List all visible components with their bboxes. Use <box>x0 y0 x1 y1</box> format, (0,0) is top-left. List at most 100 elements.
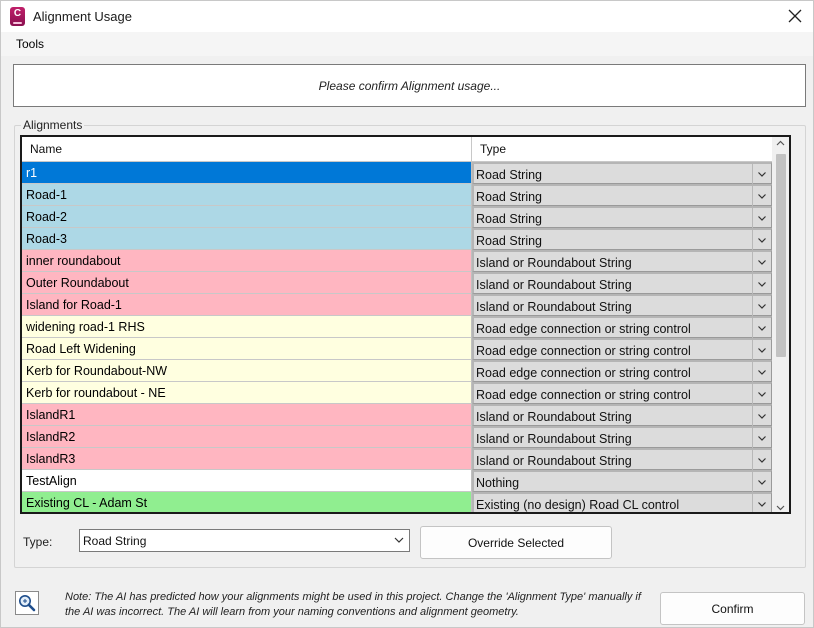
column-header-name[interactable]: Name <box>22 137 472 162</box>
table-row[interactable]: Road-3 Road String <box>22 228 773 250</box>
chevron-down-icon <box>752 274 771 294</box>
alignment-type-value: Island or Roundabout String <box>476 278 632 292</box>
alignment-type-dropdown[interactable]: Island or Roundabout String <box>472 426 772 448</box>
table-row[interactable]: TestAlign Nothing <box>22 470 773 492</box>
alignment-type-value: Existing (no design) Road CL control <box>476 498 680 512</box>
window-title: Alignment Usage <box>33 9 132 24</box>
alignment-type-dropdown[interactable]: Road edge connection or string control <box>472 382 772 404</box>
alignment-type-dropdown[interactable]: Road edge connection or string control <box>472 338 772 360</box>
alignment-type-value: Road edge connection or string control <box>476 388 691 402</box>
alignment-type-value: Road edge connection or string control <box>476 322 691 336</box>
scrollbar-thumb[interactable] <box>776 154 786 357</box>
alignment-type-dropdown[interactable]: Existing (no design) Road CL control <box>472 492 772 512</box>
alignment-name-cell[interactable]: Existing CL - Adam St <box>22 492 472 512</box>
alignment-name-cell[interactable]: IslandR1 <box>22 404 472 426</box>
alignment-type-value: Road String <box>476 190 543 204</box>
grid-header: Name Type <box>22 137 773 162</box>
alignment-type-dropdown[interactable]: Road edge connection or string control <box>472 316 772 338</box>
alignment-type-dropdown[interactable]: Island or Roundabout String <box>472 448 772 470</box>
alignment-type-dropdown[interactable]: Island or Roundabout String <box>472 294 772 316</box>
table-row[interactable]: Road-2 Road String <box>22 206 773 228</box>
grid-vertical-scrollbar[interactable] <box>772 137 789 512</box>
chevron-down-icon <box>752 186 771 206</box>
alignment-name-cell[interactable]: TestAlign <box>22 470 472 492</box>
alignment-type-dropdown[interactable]: Road edge connection or string control <box>472 360 772 382</box>
chevron-down-icon <box>752 472 771 492</box>
chevron-down-icon <box>752 230 771 250</box>
alignment-type-dropdown[interactable]: Road String <box>472 184 772 206</box>
type-select-value: Road String <box>83 534 147 548</box>
confirm-button[interactable]: Confirm <box>660 592 805 625</box>
table-row[interactable]: Outer Roundabout Island or Roundabout Str… <box>22 272 773 294</box>
table-row[interactable]: r1 Road String <box>22 162 773 184</box>
alignment-name-cell[interactable]: Road Left Widening <box>22 338 472 360</box>
chevron-down-icon <box>752 450 771 470</box>
table-row[interactable]: Kerb for roundabout - NE Road edge connec… <box>22 382 773 404</box>
alignment-type-dropdown[interactable]: Road String <box>472 162 772 184</box>
alignment-type-value: Island or Roundabout String <box>476 410 632 424</box>
alignment-type-dropdown[interactable]: Road String <box>472 228 772 250</box>
table-row[interactable]: Island for Road-1 Island or Roundabout St… <box>22 294 773 316</box>
zoom-button[interactable] <box>15 591 39 615</box>
alignment-type-dropdown[interactable]: Nothing <box>472 470 772 492</box>
alignment-name-cell[interactable]: IslandR2 <box>22 426 472 448</box>
chevron-down-icon <box>752 318 771 338</box>
app-icon: C <box>10 7 25 26</box>
alignment-name-cell[interactable]: IslandR3 <box>22 448 472 470</box>
alignment-name-cell[interactable]: Kerb for Roundabout-NW <box>22 360 472 382</box>
override-selected-button[interactable]: Override Selected <box>420 526 612 559</box>
table-row[interactable]: inner roundabout Island or Roundabout Str… <box>22 250 773 272</box>
chevron-down-icon <box>752 384 771 404</box>
table-row[interactable]: Road Left Widening Road edge connection o… <box>22 338 773 360</box>
alignment-name-cell[interactable]: Kerb for roundabout - NE <box>22 382 472 404</box>
alignment-name-cell[interactable]: Road-3 <box>22 228 472 250</box>
scroll-down-icon[interactable] <box>776 503 785 512</box>
close-icon <box>788 9 802 23</box>
chevron-down-icon <box>394 537 404 543</box>
alignment-name-cell[interactable]: inner roundabout <box>22 250 472 272</box>
table-row[interactable]: IslandR1 Island or Roundabout String <box>22 404 773 426</box>
app-icon-underline <box>13 22 22 24</box>
chevron-down-icon <box>752 164 771 184</box>
menu-tools[interactable]: Tools <box>16 37 45 51</box>
alignments-grid[interactable]: Name Type r1 Road String Road-1 Road String… <box>20 135 791 514</box>
table-row[interactable]: Existing CL - Adam St Existing (no design… <box>22 492 773 512</box>
menu-bar: Tools <box>1 32 813 56</box>
alignment-type-value: Road String <box>476 234 543 248</box>
close-button[interactable] <box>783 4 807 28</box>
alignment-name-cell[interactable]: Road-1 <box>22 184 472 206</box>
chevron-down-icon <box>752 362 771 382</box>
alignments-group-label: Alignments <box>21 118 85 132</box>
alignment-type-value: Road edge connection or string control <box>476 344 691 358</box>
alignment-name-cell[interactable]: Outer Roundabout <box>22 272 472 294</box>
table-row[interactable]: Kerb for Roundabout-NW Road edge connecti… <box>22 360 773 382</box>
alignment-type-dropdown[interactable]: Island or Roundabout String <box>472 272 772 294</box>
alignment-name-cell[interactable]: Road-2 <box>22 206 472 228</box>
chevron-down-icon <box>752 296 771 316</box>
app-icon-letter: C <box>13 8 22 19</box>
chevron-down-icon <box>752 208 771 228</box>
alignment-type-dropdown[interactable]: Road String <box>472 206 772 228</box>
chevron-down-icon <box>752 428 771 448</box>
table-row[interactable]: IslandR2 Island or Roundabout String <box>22 426 773 448</box>
table-row[interactable]: Road-1 Road String <box>22 184 773 206</box>
table-row[interactable]: widening road-1 RHS Road edge connection … <box>22 316 773 338</box>
alignment-type-value: Island or Roundabout String <box>476 300 632 314</box>
alignment-type-value: Road String <box>476 212 543 226</box>
alignment-name-cell[interactable]: r1 <box>22 162 472 184</box>
alignment-name-cell[interactable]: widening road-1 RHS <box>22 316 472 338</box>
chevron-down-icon <box>752 340 771 360</box>
scroll-up-icon[interactable] <box>776 139 785 148</box>
confirm-prompt: Please confirm Alignment usage... <box>13 64 806 107</box>
alignment-type-value: Island or Roundabout String <box>476 432 632 446</box>
alignment-type-dropdown[interactable]: Island or Roundabout String <box>472 250 772 272</box>
table-row[interactable]: IslandR3 Island or Roundabout String <box>22 448 773 470</box>
alignments-groupbox <box>14 125 806 568</box>
grid-rows: r1 Road String Road-1 Road String Road-2 Road… <box>22 162 773 512</box>
column-header-type[interactable]: Type <box>480 142 507 156</box>
type-select[interactable]: Road String <box>79 529 410 552</box>
alignment-name-cell[interactable]: Island for Road-1 <box>22 294 472 316</box>
alignment-type-value: Road String <box>476 168 543 182</box>
alignment-type-dropdown[interactable]: Island or Roundabout String <box>472 404 772 426</box>
